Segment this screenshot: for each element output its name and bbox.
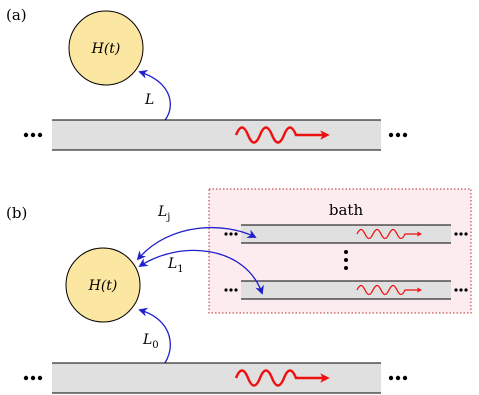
coupling-arrow-1: [138, 249, 264, 295]
coupling-label-1: L1: [167, 256, 184, 275]
bath-waveguide-top: [224, 224, 468, 244]
waveguide-body: [241, 225, 451, 243]
photon-wave: [356, 284, 423, 296]
waveguide-body: [52, 120, 381, 150]
waveguide-body: [52, 363, 381, 393]
coupling-label: L: [144, 92, 154, 108]
ellipsis-right: [388, 132, 408, 138]
panel-b: (b) bath: [6, 188, 472, 394]
panel-a-label: (a): [6, 6, 27, 24]
coupling-label-j: Lj: [157, 204, 170, 223]
ellipsis-right: [454, 288, 468, 292]
ellipsis-left: [224, 288, 238, 292]
waveguide-body: [241, 281, 451, 299]
bath-box: bath: [208, 188, 472, 314]
bath-label: bath: [329, 201, 364, 219]
ellipsis-left: [23, 375, 43, 381]
system-circle: [68, 10, 144, 86]
ellipsis-left: [23, 132, 43, 138]
photon-wave: [234, 126, 330, 144]
ellipsis-left: [224, 232, 238, 236]
coupling-arrow-j: [136, 227, 257, 261]
panel-a-waveguide: [23, 119, 408, 151]
coupling-label-0: L0: [142, 332, 159, 351]
ellipsis-right: [454, 232, 468, 236]
system-label: H(t): [88, 278, 118, 294]
system-label: H(t): [91, 41, 121, 57]
panel-a-system: H(t): [68, 10, 144, 86]
panel-b-label: (b): [6, 204, 27, 222]
photon-wave: [356, 228, 423, 240]
ellipsis-right: [388, 375, 408, 381]
panel-b-system: H(t): [65, 247, 141, 323]
photon-wave: [234, 369, 330, 387]
vertical-ellipsis: [344, 250, 348, 270]
panel-b-waveguide: [23, 362, 408, 394]
panel-a: (a) H(t) L: [6, 6, 408, 151]
